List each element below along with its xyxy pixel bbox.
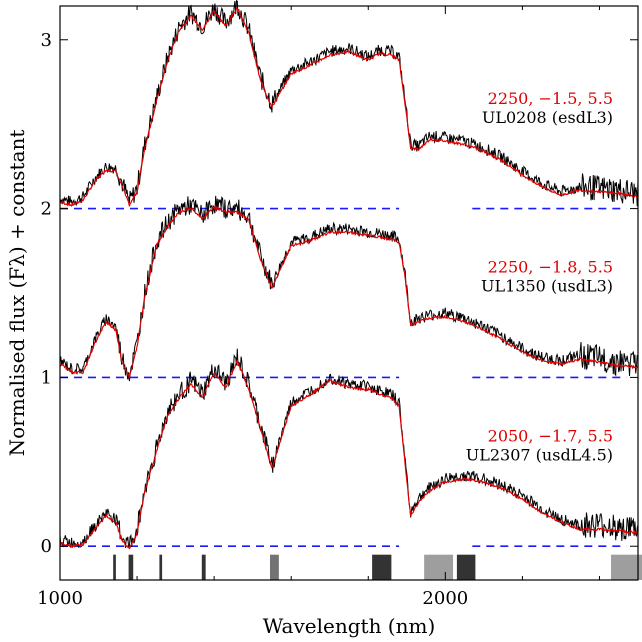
model-params-2: 2050, −1.7, 5.5: [488, 427, 613, 446]
plot-frame: [59, 5, 639, 581]
y-tick-label-2: 2: [41, 199, 52, 220]
model-params-1: 2250, −1.8, 5.5: [488, 258, 613, 277]
telluric-band-0: [113, 554, 116, 580]
telluric-band-8: [611, 554, 642, 580]
spectrum-name-2: UL2307 (usdL4.5): [466, 446, 613, 465]
x-tick-label-0: 1000: [37, 588, 83, 609]
telluric-bands: [113, 554, 642, 580]
axis-ticks: 0 1 2 3 1000 2000: [37, 6, 638, 609]
telluric-band-4: [270, 554, 279, 580]
model-params-0: 2250, −1.5, 5.5: [488, 89, 613, 108]
x-tick-label-1: 2000: [422, 588, 468, 609]
telluric-band-3: [201, 554, 206, 580]
telluric-band-5: [372, 554, 392, 580]
model-spectrum-2: [59, 359, 639, 550]
series-group: [59, 0, 639, 550]
spectrum-name-0: UL0208 (esdL3): [482, 108, 613, 127]
telluric-band-6: [424, 554, 454, 580]
y-tick-label-0: 0: [41, 536, 52, 557]
spectrum-name-1: UL1350 (usdL3): [481, 277, 613, 296]
model-spectrum-0: [59, 6, 639, 207]
telluric-band-1: [128, 554, 134, 580]
x-axis-label: Wavelength (nm): [263, 614, 436, 638]
model-spectrum-1: [59, 204, 639, 379]
y-tick-label-3: 3: [41, 30, 52, 51]
y-axis-label: Normalised flux (Fλ) + constant: [5, 130, 29, 457]
y-tick-label-1: 1: [41, 367, 52, 388]
telluric-band-2: [159, 554, 163, 580]
telluric-band-7: [456, 554, 476, 580]
observed-spectrum-1: [59, 195, 639, 382]
